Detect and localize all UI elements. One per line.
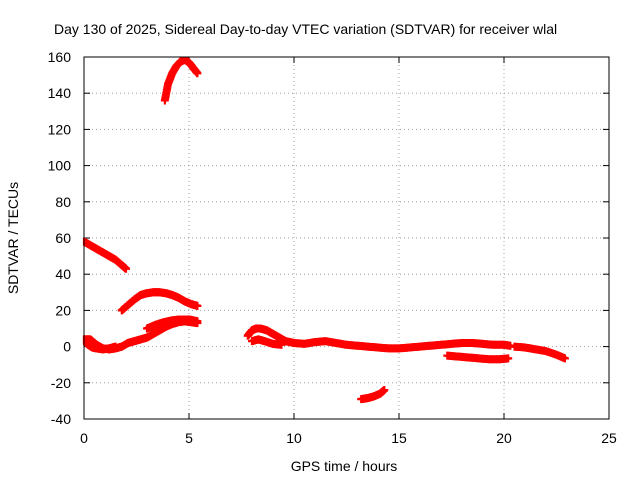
series-arc-8 — [248, 335, 286, 349]
y-axis-label: SDTVAR / TECUs — [5, 182, 21, 294]
x-tick-label: 15 — [391, 430, 407, 446]
series-arc-6 — [143, 315, 202, 333]
y-tick-label: 20 — [55, 302, 71, 318]
y-tick-label: 40 — [55, 266, 71, 282]
x-tick-label: 0 — [80, 430, 88, 446]
data-point — [111, 342, 120, 351]
data-point — [193, 317, 202, 326]
data-point — [193, 69, 202, 78]
plot-frame — [83, 56, 610, 420]
series-arc-5 — [82, 337, 120, 354]
series-arc-3 — [117, 288, 202, 315]
x-axis-ticks: 0 5 10 15 20 25 — [80, 57, 617, 446]
y-tick-label: 100 — [48, 158, 72, 174]
x-axis-label: GPS time / hours — [291, 458, 398, 474]
series-arc-7 — [243, 324, 515, 353]
y-tick-label: 60 — [55, 230, 71, 246]
series-arc-10 — [510, 342, 569, 363]
x-tick-label: 5 — [185, 430, 193, 446]
data-point — [277, 340, 286, 349]
y-tick-label: -40 — [51, 411, 71, 427]
data-point — [122, 264, 130, 273]
y-tick-label: 80 — [55, 194, 71, 210]
y-tick-label: 120 — [48, 121, 72, 137]
data-points — [82, 57, 569, 404]
x-tick-label: 25 — [601, 430, 617, 446]
data-point — [380, 386, 389, 395]
data-point — [560, 354, 569, 363]
chart-title: Day 130 of 2025, Sidereal Day-to-day VTE… — [54, 21, 557, 37]
series-arc-2 — [82, 237, 130, 273]
y-tick-label: 140 — [48, 85, 72, 101]
data-point — [193, 301, 202, 310]
series-arc-11 — [357, 386, 389, 404]
y-tick-label: -20 — [51, 375, 71, 391]
grid — [84, 57, 609, 419]
x-tick-label: 20 — [496, 430, 512, 446]
y-tick-label: 0 — [63, 339, 71, 355]
series-arc-1 — [160, 57, 202, 105]
y-tick-label: 160 — [48, 49, 72, 65]
series-arc-9 — [443, 351, 513, 364]
data-point — [504, 354, 513, 363]
x-tick-label: 10 — [286, 430, 302, 446]
